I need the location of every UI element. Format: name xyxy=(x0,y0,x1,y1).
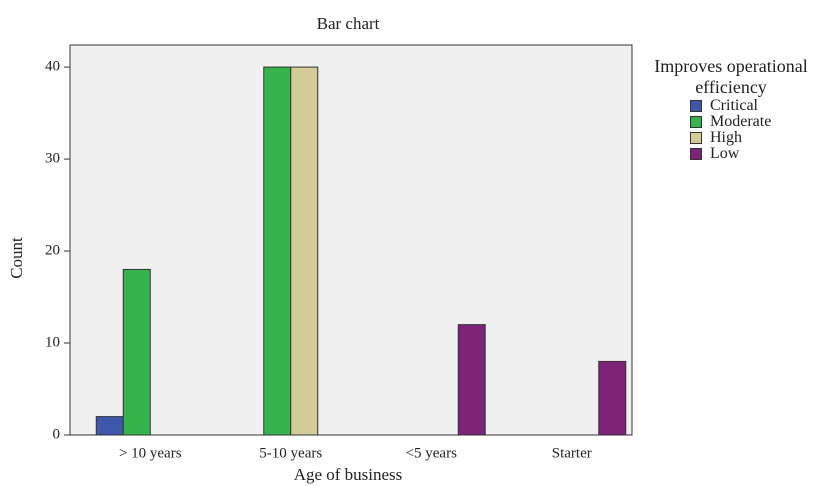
legend-label: Low xyxy=(710,145,740,162)
x-tick-label: > 10 years xyxy=(119,445,182,461)
bar xyxy=(598,360,627,436)
y-tick-label: 0 xyxy=(53,426,61,442)
legend-item: Moderate xyxy=(690,113,826,130)
y-tick-label: 30 xyxy=(45,150,60,166)
chart-title: Bar chart xyxy=(317,14,380,33)
legend: Improves operational efficiency Critical… xyxy=(636,56,826,162)
legend-label: Moderate xyxy=(710,113,772,130)
legend-swatch xyxy=(690,100,702,112)
bar xyxy=(457,324,486,436)
y-axis-label: Count xyxy=(7,237,26,279)
y-tick-label: 10 xyxy=(45,334,60,350)
legend-swatch xyxy=(690,132,702,144)
y-tick-label: 20 xyxy=(45,242,60,258)
x-tick-label: <5 years xyxy=(406,445,458,461)
plot-area xyxy=(69,44,633,436)
legend-swatch xyxy=(690,116,702,128)
x-axis-label: Age of business xyxy=(294,465,403,484)
legend-swatch xyxy=(690,148,702,160)
x-tick-label: Starter xyxy=(552,445,592,461)
legend-item: High xyxy=(690,129,826,146)
legend-label: High xyxy=(710,129,742,146)
legend-label: Critical xyxy=(710,97,758,114)
legend-title: Improves operational efficiency xyxy=(654,56,808,97)
legend-item: Critical xyxy=(690,97,826,114)
legend-item: Low xyxy=(690,145,826,162)
y-tick-label: 40 xyxy=(45,59,60,75)
x-tick-label: 5-10 years xyxy=(259,445,322,461)
bar xyxy=(122,268,151,436)
bar xyxy=(263,66,292,436)
bar xyxy=(95,416,124,436)
bar xyxy=(290,66,319,436)
